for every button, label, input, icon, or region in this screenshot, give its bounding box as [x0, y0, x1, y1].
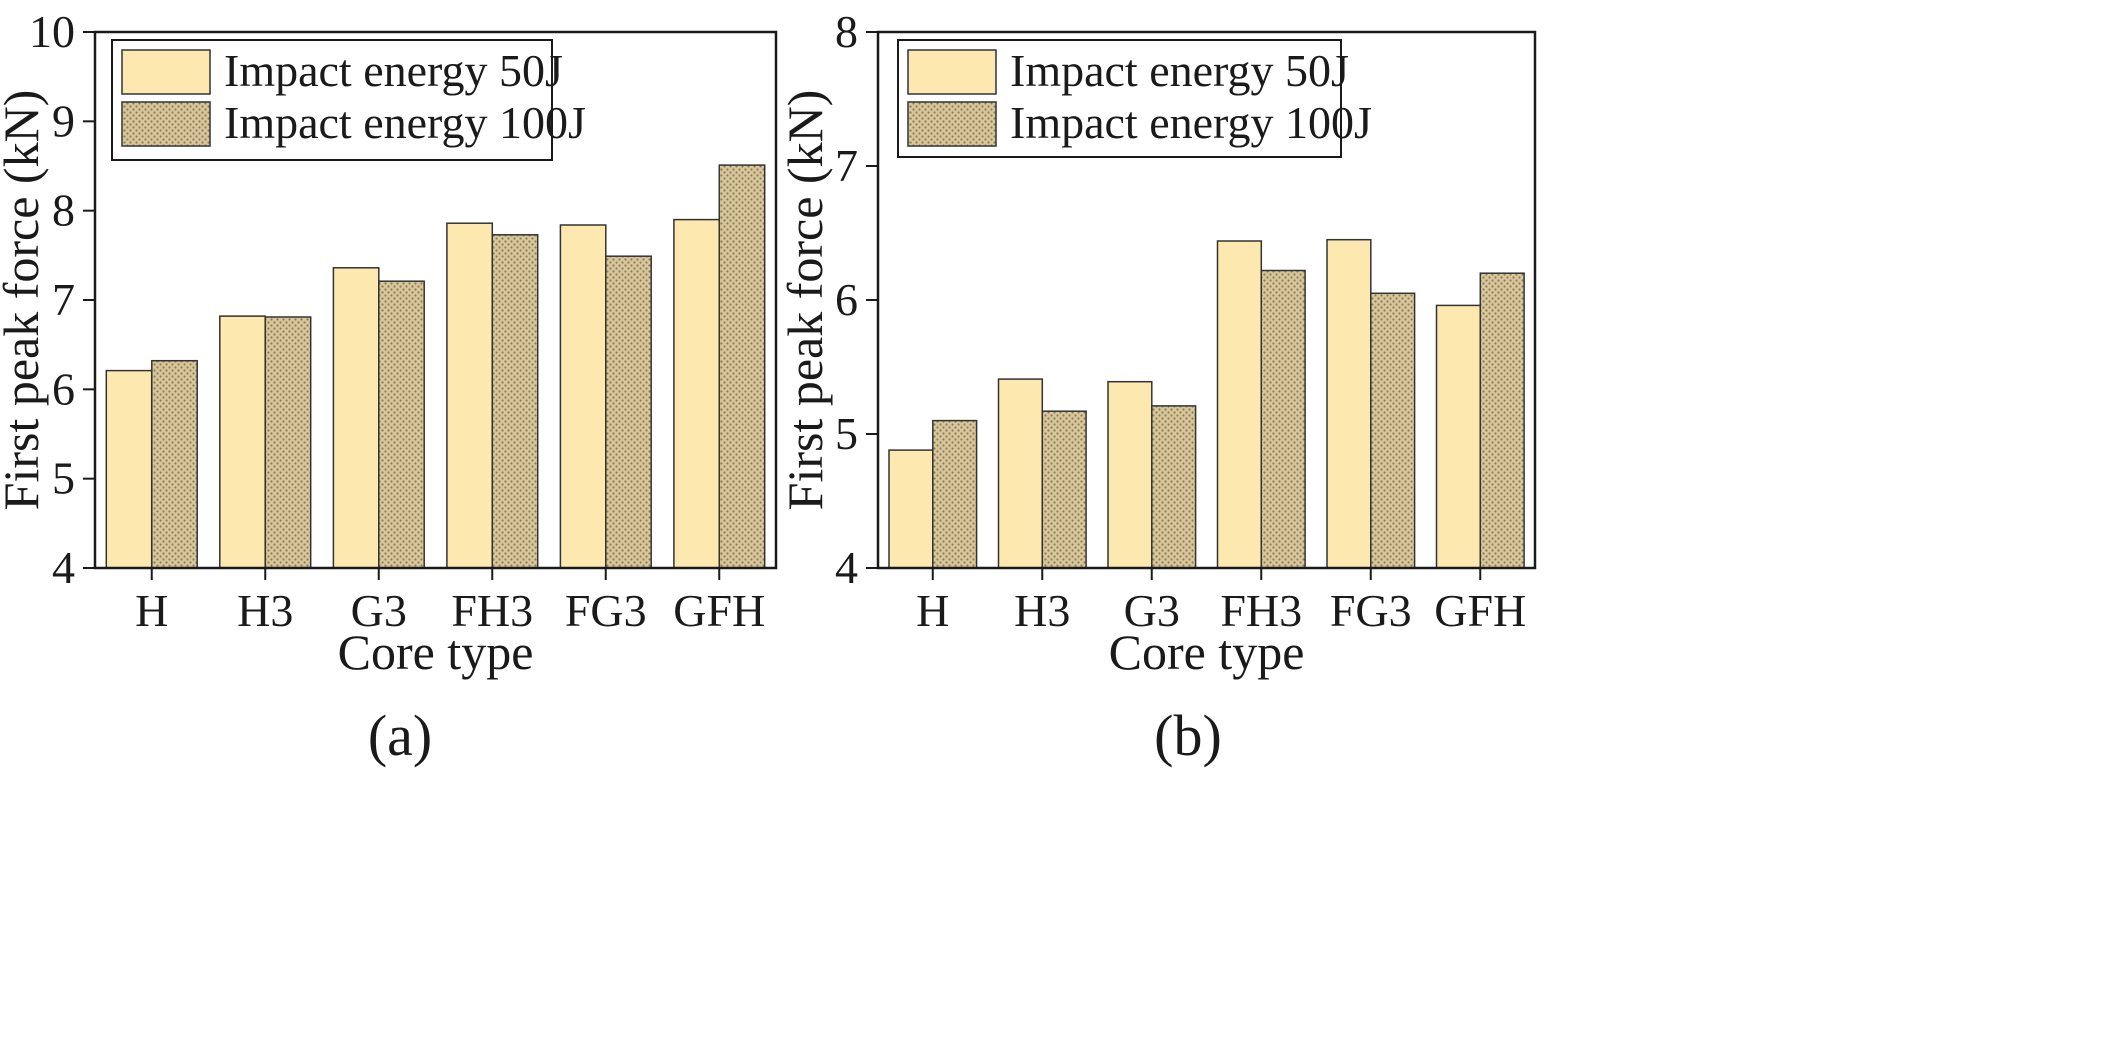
panel-a: H H3 G3 FH3 FG3 GFH 4 5 6 7 8 9 10 Core type First pea… [0, 6, 778, 768]
bar-h3-100j [1041, 410, 1087, 569]
bar-h-100j [151, 359, 198, 569]
y-tick-label: 6 [835, 274, 858, 325]
bar-fh3-100j [491, 234, 539, 569]
panel-b: H H3 G3 FH3 FG3 GFH 4 5 6 7 8 Core type First peak f… [777, 6, 1537, 768]
y-tick-label: 8 [52, 185, 75, 236]
plot-frame [876, 30, 1537, 570]
y-tick-label: 7 [835, 140, 858, 191]
bar-h-50j [105, 369, 153, 569]
bar-fg3-100j [605, 255, 652, 569]
y-tick-label: 4 [835, 542, 858, 593]
legend-label-100j: Impact energy 100J [224, 97, 586, 148]
x-tick-label: H3 [1014, 585, 1070, 636]
x-tick-label: G3 [351, 585, 407, 636]
y-tick-label: 5 [835, 408, 858, 459]
bar-fh3-50j [1216, 240, 1263, 569]
y-axis-title: First peak force (kN) [0, 90, 49, 511]
x-tick-label: FH3 [451, 585, 533, 636]
bar-g3-100j [1151, 405, 1197, 569]
panel-label: (b) [1154, 703, 1222, 768]
x-tick-label: G3 [1124, 585, 1180, 636]
y-tick-label: 4 [52, 542, 75, 593]
bar-gfh-50j [1435, 304, 1482, 569]
x-tick-label: H [916, 585, 949, 636]
x-axis-title: Core type [338, 624, 534, 680]
x-tick-label: H3 [237, 585, 293, 636]
y-axis-title: First peak force (kN) [777, 90, 833, 511]
y-tick-label: 8 [835, 6, 858, 57]
bar-g3-100j [378, 280, 425, 569]
y-tick-label: 6 [52, 363, 75, 414]
bar-gfh-50j [673, 218, 721, 569]
legend-swatch-50j [907, 49, 997, 95]
bar-fh3-50j [446, 222, 494, 569]
panel-label: (a) [368, 703, 432, 768]
plot-frame [93, 30, 778, 570]
bar-fh3-100j [1260, 269, 1306, 569]
x-tick-label: GFH [1434, 585, 1526, 636]
legend-label-50j: Impact energy 50J [224, 45, 563, 96]
bar-h-50j [888, 449, 934, 569]
legend-swatch-100j [907, 101, 997, 147]
x-tick-label: FG3 [1330, 585, 1412, 636]
x-tick-label: FH3 [1220, 585, 1302, 636]
x-axis-title: Core type [1109, 624, 1305, 680]
bar-g3-50j [1107, 380, 1153, 569]
bar-fg3-100j [1370, 292, 1416, 569]
bar-h3-100j [264, 316, 312, 569]
bar-h3-50j [219, 315, 266, 569]
y-tick-label: 5 [52, 453, 75, 504]
bar-h3-50j [997, 378, 1044, 569]
x-tick-label: H [135, 585, 168, 636]
x-tick-label: FG3 [565, 585, 647, 636]
x-tick-label: GFH [673, 585, 765, 636]
bar-g3-50j [332, 267, 380, 569]
y-tick-label: 10 [29, 6, 75, 57]
bar-gfh-100j [718, 164, 766, 569]
legend-label-50j: Impact energy 50J [1010, 45, 1349, 96]
y-tick-label: 9 [52, 95, 75, 146]
bar-fg3-50j [559, 224, 607, 569]
bar-h-100j [932, 419, 978, 569]
y-tick-label: 7 [52, 274, 75, 325]
legend-swatch-100j [121, 101, 211, 147]
bar-gfh-100j [1479, 272, 1525, 569]
legend-swatch-50j [121, 49, 211, 95]
legend-label-100j: Impact energy 100J [1010, 97, 1372, 148]
bar-fg3-50j [1326, 238, 1372, 569]
